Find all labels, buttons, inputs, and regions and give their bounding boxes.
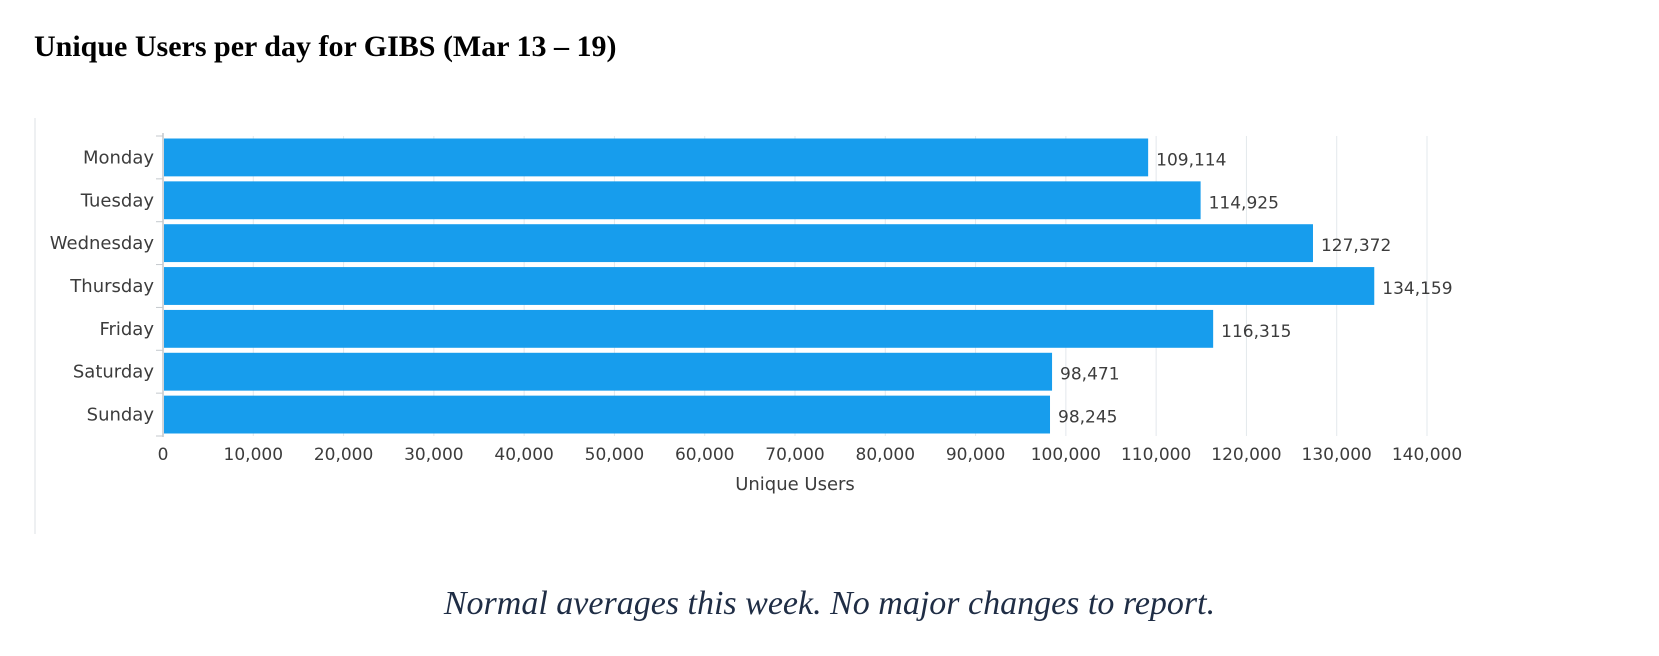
x-tick-label: 0 [158,445,169,465]
category-label: Thursday [69,276,154,297]
value-label: 98,471 [1060,365,1119,385]
category-label: Saturday [73,362,154,383]
x-tick-label: 50,000 [585,445,644,465]
bar-monday [164,138,1149,177]
category-label: Sunday [87,405,155,426]
bar-tuesday [164,181,1201,220]
bar-saturday [164,352,1053,391]
axes [156,133,164,437]
value-label: 114,925 [1209,193,1279,213]
chart-title: Unique Users per day for GIBS (Mar 13 – … [34,30,617,63]
x-tick-label: 140,000 [1392,445,1462,465]
x-tick-label: 90,000 [946,445,1005,465]
category-label: Monday [83,147,154,168]
chart-panel: 0 10,000 20,000 30,000 40,000 50,000 60,000 70,… [34,118,1596,534]
value-label: 98,245 [1058,408,1117,428]
category-label: Wednesday [50,233,155,254]
x-tick-label: 10,000 [224,445,283,465]
x-tick-label: 100,000 [1031,445,1101,465]
value-label: 109,114 [1156,150,1226,170]
value-label: 116,315 [1221,322,1291,342]
value-label: 127,372 [1321,236,1391,256]
x-tick-label: 80,000 [856,445,915,465]
x-tick-label: 110,000 [1121,445,1191,465]
value-label: 134,159 [1382,279,1452,299]
x-axis-title: Unique Users [735,474,855,495]
bar-sunday [164,395,1051,434]
bar-thursday [164,267,1375,305]
x-tick-label: 20,000 [314,445,373,465]
x-tick-label: 120,000 [1211,445,1281,465]
category-label: Friday [99,319,154,340]
bar-wednesday [164,224,1313,263]
category-label: Tuesday [80,190,155,211]
labels: 0 10,000 20,000 30,000 40,000 50,000 60,000 70,… [50,147,1462,495]
x-tick-label: 130,000 [1302,445,1372,465]
bars [164,138,1375,434]
bar-friday [164,309,1214,348]
x-tick-label: 30,000 [404,445,463,465]
x-tick-label: 60,000 [675,445,734,465]
bar-chart: 0 10,000 20,000 30,000 40,000 50,000 60,000 70,… [50,133,1462,495]
caption-text: Normal averages this week. No major chan… [443,585,1216,622]
x-tick-label: 70,000 [765,445,824,465]
x-tick-label: 40,000 [494,445,553,465]
